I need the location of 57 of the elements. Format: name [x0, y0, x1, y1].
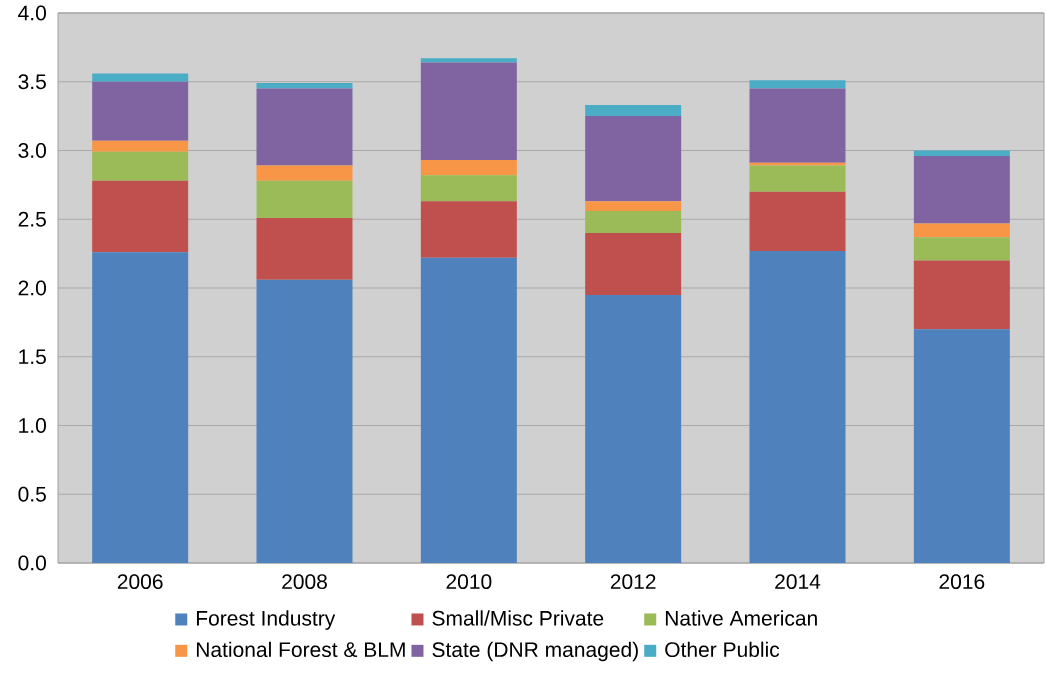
bar — [913, 150, 1010, 156]
legend-label: Native American — [665, 610, 817, 626]
legend-label: National Forest & BLM — [196, 641, 405, 658]
bar — [256, 217, 353, 280]
bar — [92, 81, 189, 141]
bar — [585, 211, 682, 233]
bar — [585, 233, 682, 295]
y-tick-label: 2.5 — [18, 211, 46, 227]
bar — [913, 260, 1010, 330]
legend-label: Forest Industry — [196, 610, 336, 630]
x-tick-label: 2006 — [117, 574, 163, 590]
bar — [420, 175, 517, 202]
bar — [585, 116, 682, 202]
bar — [256, 279, 353, 563]
bar — [420, 58, 517, 63]
bar — [92, 180, 189, 253]
y-tick-label: 3.0 — [18, 143, 46, 158]
y-tick-label: 4.0 — [18, 5, 46, 21]
legend-label: State (DNR managed) — [432, 641, 638, 662]
bar — [749, 162, 846, 166]
x-tick-label: 2008 — [282, 574, 327, 590]
y-tick-label: 1.0 — [19, 418, 46, 433]
bar — [749, 250, 846, 563]
legend-label: Small/Misc Private — [432, 610, 604, 626]
bar — [256, 88, 353, 166]
y-tick-label: 0.5 — [18, 486, 46, 502]
bar — [420, 257, 517, 563]
x-tick-label: 2012 — [610, 574, 656, 590]
bar — [913, 329, 1010, 563]
bar — [585, 201, 682, 211]
bar — [749, 191, 846, 251]
bar — [585, 294, 682, 563]
bar — [420, 160, 517, 176]
bar — [749, 88, 846, 163]
bar — [585, 105, 682, 117]
y-tick-label: 3.5 — [18, 74, 46, 90]
legend-label: Other Public — [665, 641, 780, 658]
bar — [256, 83, 353, 89]
bar — [913, 156, 1010, 224]
bar — [256, 165, 353, 181]
y-tick-label: 0.0 — [18, 555, 46, 571]
bar — [749, 80, 846, 89]
x-tick-label: 2016 — [939, 574, 985, 590]
y-tick-label: 1.5 — [19, 349, 46, 365]
bar — [913, 237, 1010, 261]
bar — [92, 151, 189, 181]
bar — [256, 180, 353, 218]
bar — [749, 165, 846, 192]
bar — [92, 73, 189, 82]
bar — [92, 140, 189, 152]
bar — [92, 252, 189, 563]
bar — [420, 201, 517, 258]
x-tick-label: 2010 — [446, 574, 492, 590]
y-tick-label: 2.0 — [18, 280, 46, 296]
x-tick-label: 2014 — [775, 574, 821, 590]
bar — [420, 62, 517, 161]
bar — [913, 223, 1010, 238]
